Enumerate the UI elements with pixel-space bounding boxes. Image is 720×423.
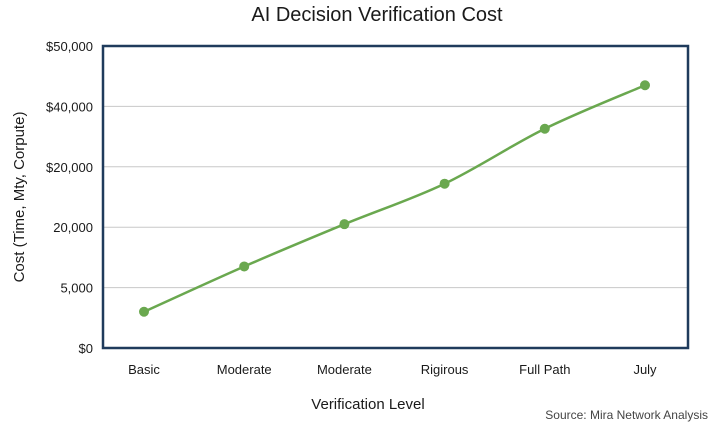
- data-point: [539, 123, 550, 134]
- grid-lines: [103, 105, 688, 289]
- y-tick-label: $20,000: [46, 160, 93, 175]
- data-point: [640, 80, 650, 91]
- x-axis-label: Verification Level: [311, 396, 424, 413]
- plot-frame: [101, 44, 690, 350]
- x-tick-label: Rigirous: [421, 362, 469, 377]
- data-point: [439, 178, 450, 189]
- x-tick-label: Full Path: [519, 362, 570, 377]
- y-axis-label: Cost (Time, Mty, Corpute): [11, 112, 28, 283]
- x-tick-label: July: [633, 362, 657, 377]
- x-tick-label: Moderate: [217, 362, 272, 377]
- series-line: [143, 84, 646, 313]
- y-axis-ticks: $0 5,000 20,000 $20,000 $40,000 $50,000: [46, 39, 93, 356]
- y-tick-label: $0: [79, 341, 93, 356]
- data-points: [139, 80, 650, 317]
- y-tick-label: $40,000: [46, 99, 93, 114]
- x-axis-ticks: Basic Moderate Moderate Rigirous Full Path Ju…: [128, 362, 657, 377]
- data-point: [339, 219, 350, 230]
- source-note: Source: Mira Network Analysis: [545, 408, 708, 422]
- x-tick-label: Moderate: [317, 362, 372, 377]
- x-tick-label: Basic: [128, 362, 160, 377]
- data-point: [239, 261, 250, 272]
- y-tick-label: 5,000: [60, 281, 93, 296]
- data-point: [139, 306, 149, 317]
- y-tick-label: 20,000: [53, 220, 93, 235]
- chart-title: AI Decision Verification Cost: [251, 4, 503, 26]
- y-tick-label: $50,000: [46, 39, 93, 54]
